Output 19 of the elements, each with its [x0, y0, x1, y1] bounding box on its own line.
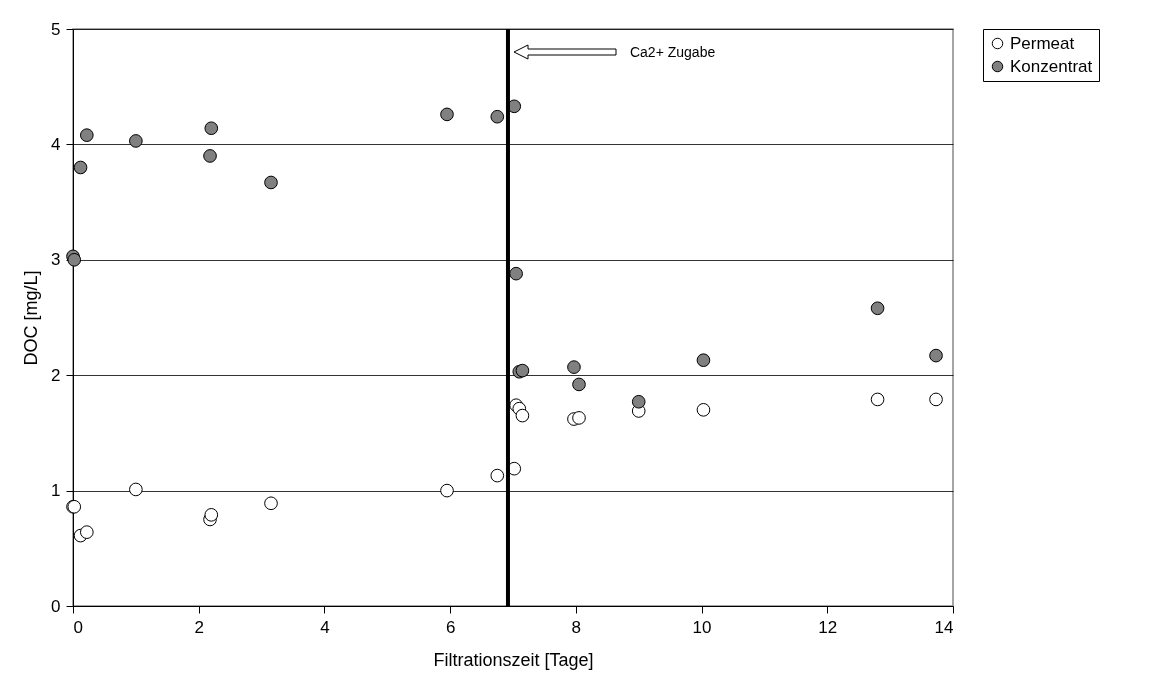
x-axis-title: Filtrationszeit [Tage] [433, 649, 594, 670]
x-tick-label: 12 [818, 617, 838, 637]
legend-label: Permeat [1010, 33, 1075, 53]
x-tick-label: 2 [194, 617, 204, 637]
legend-label: Konzentrat [1010, 56, 1093, 76]
y-tick-label: 2 [51, 365, 61, 385]
y-tick-label: 0 [51, 596, 61, 616]
y-tick-label: 4 [51, 134, 61, 154]
y-tick-label: 3 [51, 250, 61, 270]
y-axis-title: DOC [mg/L] [21, 270, 42, 366]
y-tick-label: 5 [51, 19, 61, 39]
x-tick-label: 8 [571, 617, 582, 637]
x-tick-label: 6 [445, 617, 456, 637]
x-tick-label: 4 [320, 617, 330, 637]
y-tick-label: 1 [51, 481, 61, 501]
x-tick-label: 14 [934, 617, 954, 637]
x-tick-label: 10 [692, 617, 712, 637]
annotation: Ca2+ Zugabe [629, 44, 716, 60]
x-tick-label: 0 [73, 617, 83, 637]
